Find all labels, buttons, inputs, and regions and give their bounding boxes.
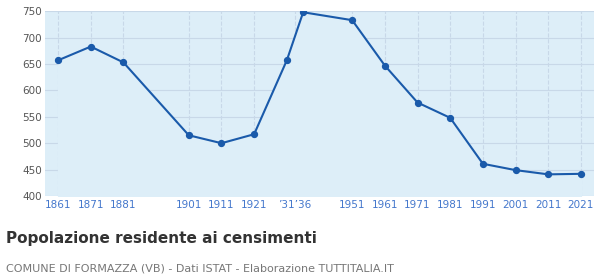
Text: Popolazione residente ai censimenti: Popolazione residente ai censimenti	[6, 231, 317, 246]
Point	[217, 141, 226, 145]
Point	[86, 44, 95, 49]
Point	[53, 58, 63, 62]
Point	[511, 168, 520, 172]
Point	[119, 60, 128, 65]
Point	[478, 162, 488, 166]
Point	[576, 172, 586, 176]
Point	[250, 132, 259, 136]
Point	[380, 63, 389, 68]
Text: COMUNE DI FORMAZZA (VB) - Dati ISTAT - Elaborazione TUTTITALIA.IT: COMUNE DI FORMAZZA (VB) - Dati ISTAT - E…	[6, 263, 394, 273]
Point	[413, 100, 422, 105]
Point	[184, 133, 194, 137]
Point	[282, 58, 292, 62]
Point	[445, 116, 455, 120]
Point	[347, 18, 357, 22]
Point	[544, 172, 553, 177]
Point	[298, 10, 308, 15]
